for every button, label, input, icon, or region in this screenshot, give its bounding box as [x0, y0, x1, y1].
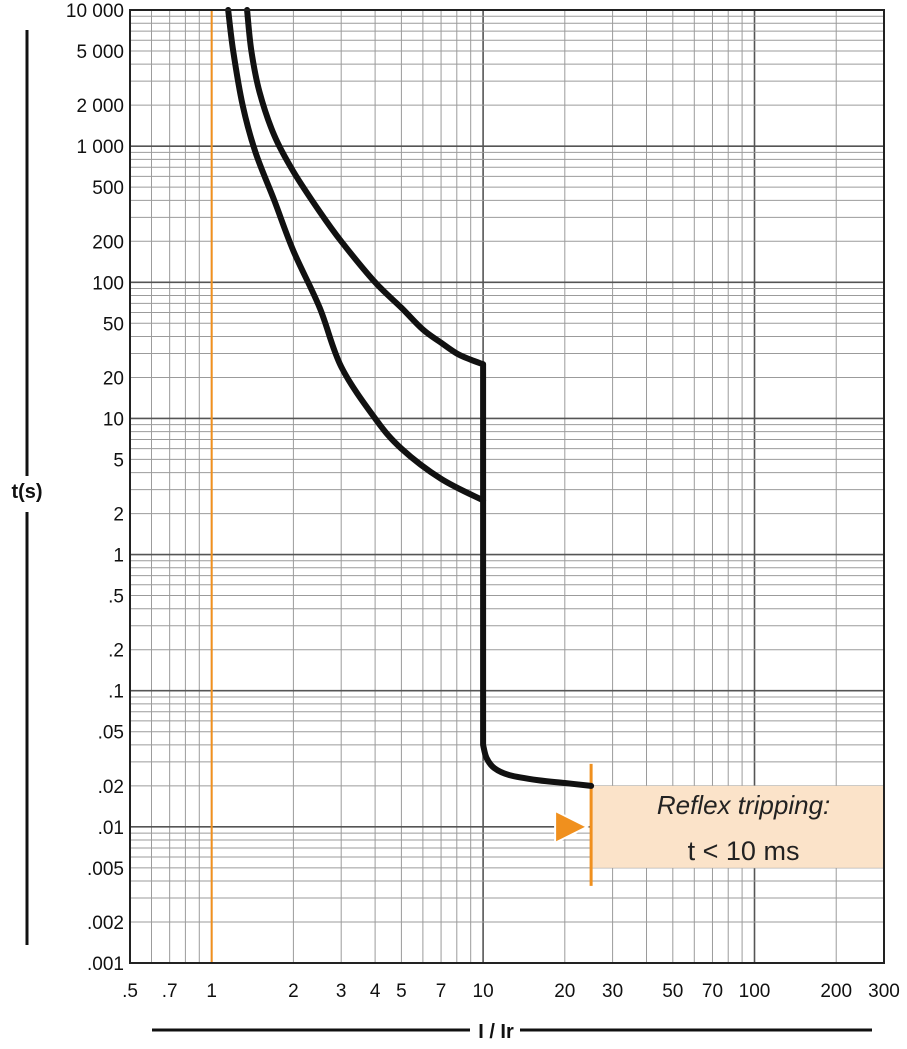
tick-labels: .5.7 1 2 3 4 5 7 10 20 30 50 70 100 200 300.001.002.00… [66, 1, 900, 1002]
y-tick-label: 1 [113, 546, 124, 567]
y-tick-label: 500 [92, 178, 124, 199]
y-tick-label: 10 000 [66, 1, 124, 22]
y-axis-title: t(s) [11, 481, 42, 503]
x-tick-label: 10 [473, 981, 494, 1002]
y-tick-label: .5 [108, 587, 124, 608]
y-tick-label: 50 [103, 314, 124, 335]
y-tick-label: 100 [92, 273, 124, 294]
y-tick-label: 2 [113, 505, 124, 526]
x-tick-label: 100 [739, 981, 771, 1002]
x-tick-label: 4 [370, 981, 381, 1002]
y-tick-label: 10 [103, 409, 124, 430]
x-tick-label: .5 [122, 981, 138, 1002]
x-tick-label: 1 [206, 981, 217, 1002]
x-tick-label: 5 [396, 981, 407, 1002]
x-tick-label: 50 [662, 981, 683, 1002]
reflex-tripping-annotation: Reflex tripping: t < 10 ms [554, 763, 884, 886]
x-tick-label: 20 [554, 981, 575, 1002]
y-tick-label: .005 [87, 859, 124, 880]
trip-curve-2 [225, 7, 487, 504]
x-tick-label: .7 [162, 981, 178, 1002]
x-axis-title: I / Ir [478, 1021, 514, 1043]
reflex-tripping-box [591, 785, 884, 868]
reflex-tripping-title-text: Reflex tripping [657, 790, 824, 820]
x-tick-label: 7 [436, 981, 447, 1002]
reflex-tripping-title: Reflex tripping: [657, 790, 830, 820]
plot-frame [129, 9, 885, 964]
y-tick-label: .01 [98, 818, 124, 839]
y-tick-label: .05 [98, 723, 124, 744]
trip-curve-1 [244, 7, 595, 789]
y-tick-label: .1 [108, 682, 124, 703]
y-tick-label: .02 [98, 777, 124, 798]
x-tick-label: 300 [868, 981, 900, 1002]
x-tick-label: 30 [602, 981, 623, 1002]
y-tick-label: 20 [103, 368, 124, 389]
y-tick-label: 5 [113, 450, 124, 471]
y-tick-label: 200 [92, 232, 124, 253]
x-tick-label: 2 [288, 981, 299, 1002]
reflex-tripping-colon: : [823, 790, 830, 820]
x-tick-label: 70 [702, 981, 723, 1002]
y-tick-label: 1 000 [76, 137, 124, 158]
series-group [225, 7, 595, 789]
y-tick-label: 5 000 [76, 42, 124, 63]
y-tick-label: 2 000 [76, 96, 124, 117]
reflex-tripping-marker [554, 809, 590, 845]
reflex-tripping-value: t < 10 ms [688, 836, 800, 866]
x-tick-label: 3 [336, 981, 347, 1002]
y-tick-label: .002 [87, 913, 124, 934]
x-tick-label: 200 [820, 981, 852, 1002]
y-tick-label: .2 [108, 641, 124, 662]
y-tick-label: .001 [87, 954, 124, 975]
